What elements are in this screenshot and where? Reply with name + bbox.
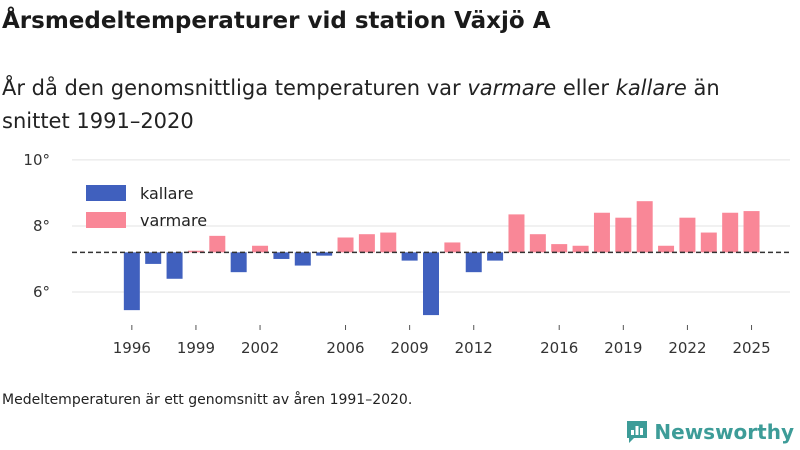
subtitle-text-1: År då den genomsnittliga temperaturen va…: [2, 76, 468, 100]
x-tick-label: 1996: [113, 339, 151, 357]
bar-2014: [508, 214, 525, 253]
footnote: Medeltemperaturen är ett genomsnitt av å…: [2, 392, 413, 408]
bars: [123, 201, 760, 316]
bar-1997: [145, 252, 162, 264]
bar-2019: [615, 217, 632, 253]
legend: kallare varmare: [86, 184, 207, 230]
subtitle-warmer: varmare: [467, 76, 557, 100]
bar-2023: [700, 232, 717, 253]
bar-2018: [593, 212, 610, 253]
bar-1996: [123, 252, 140, 311]
bar-2002: [252, 245, 269, 253]
bar-1999: [187, 250, 204, 253]
bar-2005: [316, 252, 333, 256]
legend-label-colder: kallare: [140, 184, 194, 203]
bar-2021: [658, 245, 675, 253]
bar-2009: [401, 252, 418, 261]
chart-title: Årsmedeltemperaturer vid station Växjö A: [2, 8, 551, 34]
bar-2017: [572, 245, 589, 253]
legend-label-warmer: varmare: [140, 211, 207, 230]
bar-2011: [444, 242, 461, 253]
x-tick-label: 2006: [326, 339, 364, 357]
subtitle-text-2: eller: [556, 76, 616, 100]
bar-2004: [294, 252, 311, 266]
bar-2010: [423, 252, 439, 316]
x-tick-label: 2016: [540, 339, 578, 357]
bar-2008: [380, 232, 397, 253]
axes: 6° 8° 10° 1996 1999 2002 2006 2009 2012 2016 2019 2…: [23, 151, 790, 357]
x-tick-label: 2002: [241, 339, 279, 357]
bar-2000: [209, 235, 226, 253]
bar-2016: [551, 244, 568, 253]
bar-2003: [273, 252, 290, 259]
y-tick-label: 10°: [23, 151, 50, 169]
y-tick-label: 6°: [33, 283, 50, 301]
bar-2001: [230, 252, 247, 273]
bar-2022: [679, 217, 696, 253]
bar-2024: [722, 212, 739, 253]
x-tick-label: 2009: [391, 339, 429, 357]
chart-subtitle: År då den genomsnittliga temperaturen va…: [2, 72, 782, 138]
bar-2006: [337, 237, 354, 253]
x-tick-label: 2019: [604, 339, 642, 357]
chart-bubble-logo-icon: [627, 421, 648, 443]
bar-1998: [166, 252, 183, 279]
bar-2015: [529, 234, 546, 253]
brand: Newsworthy: [625, 419, 794, 445]
bar-2007: [358, 234, 375, 253]
x-tick-label: 2022: [668, 339, 706, 357]
bar-2025: [743, 211, 760, 253]
x-tick-label: 1999: [177, 339, 215, 357]
subtitle-colder: kallare: [615, 76, 687, 100]
brand-name: Newsworthy: [654, 420, 794, 444]
y-tick-label: 8°: [33, 217, 50, 235]
subtitle-text-3: än snittet 1991–2020: [2, 76, 720, 133]
legend-swatch-colder: [86, 185, 126, 201]
x-tick-label: 2025: [732, 339, 770, 357]
bar-2013: [487, 252, 504, 261]
x-tick-label: 2012: [455, 339, 493, 357]
bar-2020: [636, 201, 653, 253]
temperature-bar-chart: 6° 8° 10° 1996 1999 2002 2006 2009 2012 2016 2019 2…: [23, 151, 790, 357]
bar-2012: [465, 252, 482, 273]
legend-swatch-warmer: [86, 212, 126, 228]
